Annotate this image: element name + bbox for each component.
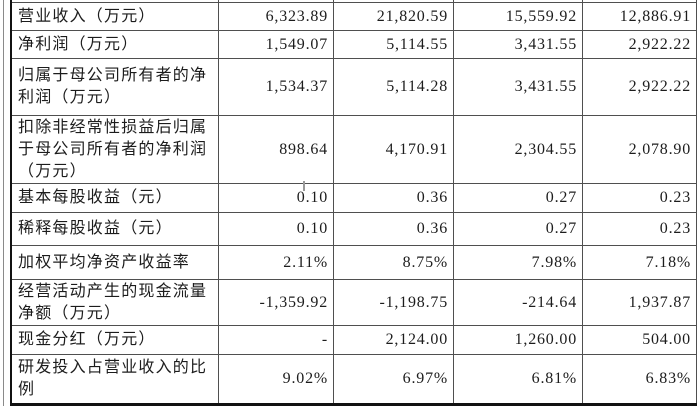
cell-value: 6.83% <box>583 355 697 403</box>
row-label: 营业收入（万元） <box>12 3 219 30</box>
cell-value: 0.27 <box>454 213 583 245</box>
cell-value: 5,114.28 <box>334 59 454 115</box>
scan-artifact-tick <box>303 181 305 191</box>
row-label: 现金分红（万元） <box>12 326 219 354</box>
cell-value: 0.23 <box>583 213 697 245</box>
row-label: 基本每股收益（元） <box>12 184 219 212</box>
cell-value: 898.64 <box>219 116 334 183</box>
cell-value: 2,124.00 <box>334 326 454 354</box>
cell-value: 2,078.90 <box>583 116 697 183</box>
cell-value: 7.98% <box>454 246 583 279</box>
row-label: 稀释每股收益（元） <box>12 213 219 245</box>
cell-value: 5,114.55 <box>334 31 454 58</box>
cell-value: 504.00 <box>583 326 697 354</box>
financial-data-table: 营业收入（万元） 6,323.89 21,820.59 15,559.92 12,886… <box>10 0 697 406</box>
cell-value: 12,886.91 <box>583 3 697 30</box>
cell-value: -1,359.92 <box>219 280 334 325</box>
row-label: 归属于母公司所有者的净 利润（万元） <box>12 59 219 115</box>
cell-value: 0.36 <box>334 213 454 245</box>
cell-value: 1,549.07 <box>219 31 334 58</box>
row-label: 扣除非经常性损益后归属 于母公司所有者的净利润 （万元） <box>12 116 219 183</box>
cell-value: 0.10 <box>219 184 334 212</box>
cut-off-cell <box>219 0 334 2</box>
cell-value: - <box>219 326 334 354</box>
table-row: 现金分红（万元） -2,124.00 1,260.00 504.00 <box>12 326 697 355</box>
cell-value: 1,937.87 <box>583 280 697 325</box>
table-row: 净利润（万元） 1,549.07 5,114.55 3,431.55 2,922.22 <box>12 31 697 59</box>
row-label: 加权平均净资产收益率 <box>12 246 219 279</box>
cell-value: 21,820.59 <box>334 3 454 30</box>
cell-value: 6,323.89 <box>219 3 334 30</box>
cell-value: 0.27 <box>454 184 583 212</box>
cell-value: 0.10 <box>219 213 334 245</box>
row-label: 经营活动产生的现金流量 净额（万元） <box>12 280 219 325</box>
table-row: 研发投入占营业收入的比 例 9.02% 6.97% 6.81% 6.83% <box>12 355 697 403</box>
row-label: 研发投入占营业收入的比 例 <box>12 355 219 403</box>
cut-off-row <box>12 0 697 3</box>
cell-value: 8.75% <box>334 246 454 279</box>
cell-value: 9.02% <box>219 355 334 403</box>
cell-value: 3,431.55 <box>454 31 583 58</box>
cell-value: 4,170.91 <box>334 116 454 183</box>
table-row: 归属于母公司所有者的净 利润（万元） 1,534.37 5,114.28 3,431.… <box>12 59 697 116</box>
cell-value: 2,922.22 <box>583 31 697 58</box>
cut-off-cell <box>12 0 219 2</box>
cell-value: 15,559.92 <box>454 3 583 30</box>
cell-value: 7.18% <box>583 246 697 279</box>
table-body: 营业收入（万元） 6,323.89 21,820.59 15,559.92 12,886… <box>12 3 697 403</box>
cell-value: 1,534.37 <box>219 59 334 115</box>
table-row: 营业收入（万元） 6,323.89 21,820.59 15,559.92 12,886… <box>12 3 697 31</box>
cut-off-cell <box>583 0 697 2</box>
cell-value: 1,260.00 <box>454 326 583 354</box>
cell-value: 2,922.22 <box>583 59 697 115</box>
cell-value: -214.64 <box>454 280 583 325</box>
cell-value: 3,431.55 <box>454 59 583 115</box>
table-row: 基本每股收益（元） 0.10 0.36 0.27 0.23 <box>12 184 697 213</box>
cell-value: -1,198.75 <box>334 280 454 325</box>
cell-value: 2,304.55 <box>454 116 583 183</box>
table-row: 加权平均净资产收益率 2.11% 8.75% 7.98% 7.18% <box>12 246 697 280</box>
cell-value: 2.11% <box>219 246 334 279</box>
cell-value: 0.36 <box>334 184 454 212</box>
cut-off-cell <box>454 0 583 2</box>
left-scan-line <box>3 0 4 406</box>
table-row: 稀释每股收益（元） 0.10 0.36 0.27 0.23 <box>12 213 697 246</box>
table-row: 经营活动产生的现金流量 净额（万元） -1,359.92 -1,198.75 -214… <box>12 280 697 326</box>
cut-off-cell <box>334 0 454 2</box>
table-row: 扣除非经常性损益后归属 于母公司所有者的净利润 （万元） 898.64 4,170.… <box>12 116 697 184</box>
cell-value: 6.97% <box>334 355 454 403</box>
cell-value: 6.81% <box>454 355 583 403</box>
cell-value: 0.23 <box>583 184 697 212</box>
row-label: 净利润（万元） <box>12 31 219 58</box>
